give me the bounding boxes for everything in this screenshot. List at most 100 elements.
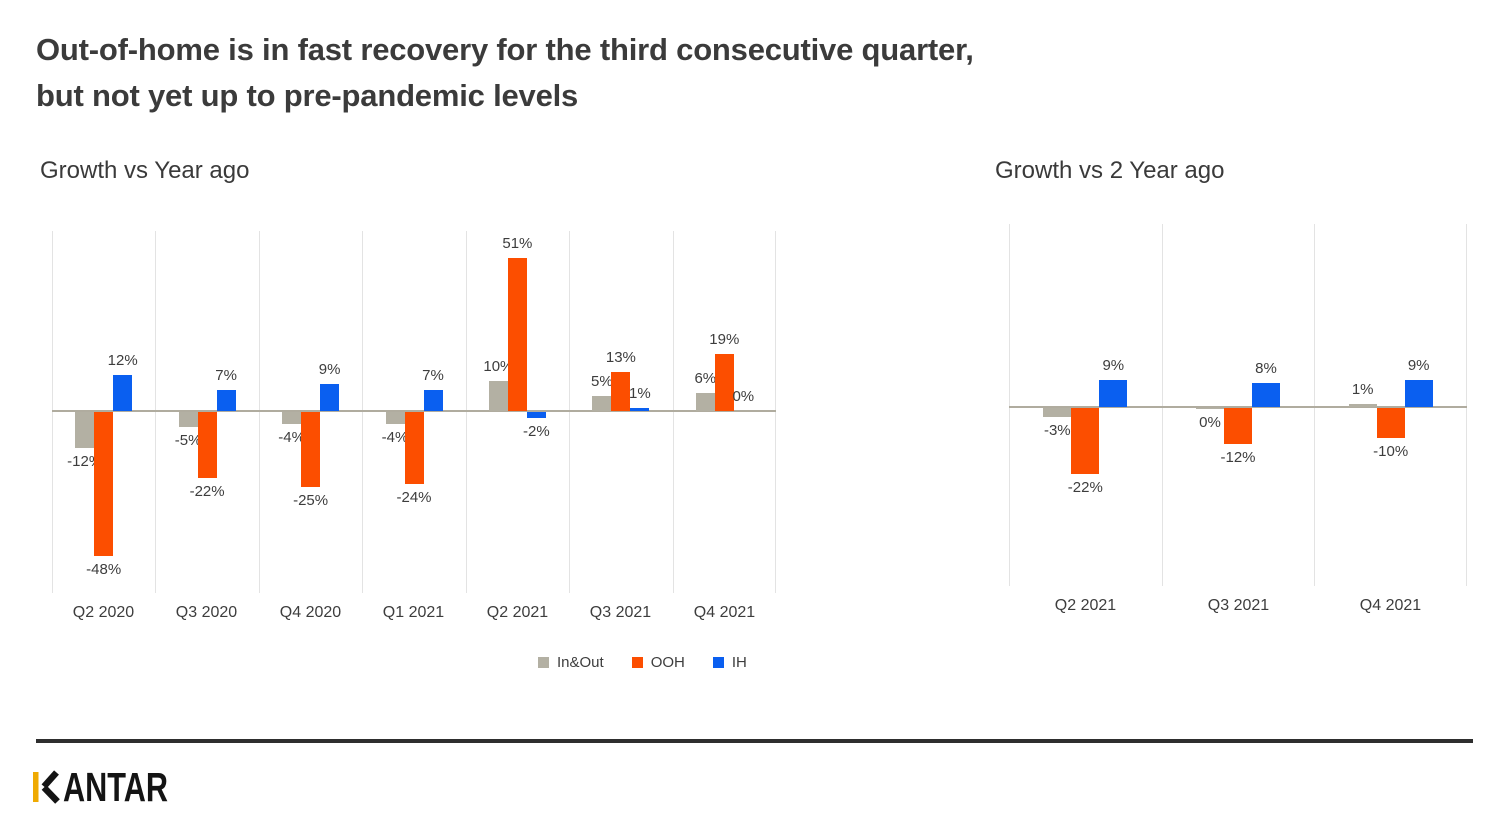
gridline — [775, 231, 776, 593]
value-label: -10% — [1373, 443, 1409, 460]
value-label: -4% — [278, 429, 305, 446]
bar-inout-q2-2021 — [488, 381, 508, 411]
value-label: 0% — [1199, 414, 1221, 431]
value-label: 10% — [483, 358, 514, 375]
value-label: 6% — [694, 370, 717, 387]
gridline — [1466, 224, 1467, 586]
page-title: Out-of-home is in fast recovery for the … — [36, 27, 974, 119]
gridline — [362, 231, 363, 593]
category-label: Q4 2021 — [1359, 597, 1422, 614]
gridline — [52, 231, 53, 593]
legend-item-ooh: OOH — [631, 654, 685, 671]
category-label: Q3 2020 — [175, 604, 238, 621]
bar-inout-q1-2021 — [385, 412, 405, 424]
gridline — [569, 231, 570, 593]
zero-axis-line — [1009, 406, 1467, 408]
gridline — [1009, 224, 1010, 586]
bar-ih-q2-2021 — [1099, 380, 1128, 407]
kantar-logo-wordmark: ANTAR — [63, 770, 168, 804]
bar-ih-q1-2021 — [423, 390, 443, 411]
bar-ih-q3-2020 — [216, 390, 236, 411]
value-label: -22% — [189, 483, 225, 500]
legend-label: OOH — [650, 654, 685, 671]
bar-inout-q2-2021 — [1043, 408, 1072, 417]
bar-ih-q2-2021 — [526, 412, 546, 418]
legend-swatch — [631, 657, 643, 668]
value-label: 1% — [1351, 381, 1374, 398]
bar-ooh-q2-2021 — [1071, 408, 1100, 474]
gridline — [259, 231, 260, 593]
value-label: 9% — [318, 361, 341, 378]
value-label: 9% — [1102, 357, 1125, 374]
value-label: -12% — [67, 453, 103, 470]
gridline — [466, 231, 467, 593]
value-label: -48% — [86, 561, 122, 578]
kantar-logo-k-upper-arm — [41, 770, 59, 789]
category-label: Q2 2021 — [486, 604, 549, 621]
bar-inout-q3-2020 — [178, 412, 198, 427]
value-label: 1% — [629, 385, 651, 402]
value-label: 8% — [1255, 360, 1277, 377]
kantar-logo: ANTAR — [33, 770, 168, 804]
category-label: Q4 2020 — [279, 604, 342, 621]
page-title-line-2: but not yet up to pre-pandemic levels — [36, 78, 579, 113]
bar-inout-q2-2020 — [75, 412, 95, 448]
value-label: -3% — [1043, 422, 1071, 439]
bar-inout-q4-2021 — [695, 393, 715, 411]
bar-ooh-q1-2021 — [404, 412, 424, 484]
bar-ooh-q3-2021 — [1224, 408, 1252, 444]
growth-vs-2-year-ago-chart: -3% -22% 9% Q2 2021 0% -12% 8% Q3 2021 1% -10% 9% Q… — [1009, 224, 1467, 614]
value-label: -25% — [293, 492, 329, 509]
gridline — [155, 231, 156, 593]
gridline — [673, 231, 674, 593]
value-label: 7% — [422, 367, 444, 384]
bar-inout-q3-2021 — [1196, 408, 1224, 409]
bar-inout-q4-2021 — [1348, 404, 1377, 407]
category-label: Q2 2021 — [1054, 597, 1117, 614]
bar-ooh-q2-2021 — [507, 258, 527, 411]
value-label: 7% — [215, 367, 237, 384]
right-chart-title: Growth vs 2 Year ago — [995, 157, 1225, 184]
bar-ih-q2-2020 — [113, 375, 133, 411]
zero-axis-line — [52, 410, 776, 412]
bar-inout-q4-2020 — [282, 412, 302, 424]
value-label: 12% — [107, 352, 138, 369]
value-label: 19% — [709, 331, 740, 348]
bar-ooh-q4-2020 — [301, 412, 321, 487]
left-chart-title: Growth vs Year ago — [40, 157, 250, 184]
value-label: 9% — [1407, 357, 1430, 374]
legend-swatch — [538, 657, 549, 668]
kantar-logo-gold-bar — [33, 772, 39, 802]
bar-ooh-q4-2021 — [714, 354, 734, 411]
legend-label: IH — [731, 654, 747, 671]
value-label: -22% — [1067, 479, 1103, 496]
bar-ih-q4-2021 — [1404, 380, 1433, 407]
value-label: 13% — [605, 349, 636, 366]
legend-swatch — [712, 657, 724, 668]
value-label: 0% — [732, 388, 755, 405]
legend-item-ih: IH — [712, 654, 747, 671]
gridline — [1314, 224, 1315, 586]
bar-inout-q3-2021 — [592, 396, 612, 411]
category-label: Q3 2021 — [1207, 597, 1270, 614]
value-label: -12% — [1220, 449, 1256, 466]
value-label: 5% — [591, 373, 613, 390]
bar-ooh-q3-2020 — [197, 412, 217, 478]
bar-ih-q3-2021 — [630, 408, 650, 411]
bar-ih-q3-2021 — [1252, 383, 1280, 407]
legend-item-in-out: In&Out — [538, 654, 604, 671]
category-label: Q3 2021 — [589, 604, 652, 621]
category-label: Q2 2020 — [72, 604, 135, 621]
legend-label: In&Out — [557, 654, 604, 671]
gridline — [1162, 224, 1163, 586]
chart-legend: In&Out OOH IH — [538, 654, 747, 671]
bar-ih-q4-2020 — [320, 384, 340, 411]
category-label: Q4 2021 — [693, 604, 756, 621]
value-label: -5% — [174, 432, 202, 449]
bar-ooh-q2-2020 — [94, 412, 114, 556]
bar-ooh-q3-2021 — [611, 372, 631, 411]
value-label: 51% — [502, 235, 533, 252]
category-label: Q1 2021 — [382, 604, 445, 621]
page-title-line-1: Out-of-home is in fast recovery for the … — [36, 32, 974, 67]
kantar-logo-k-lower-arm — [41, 785, 60, 804]
